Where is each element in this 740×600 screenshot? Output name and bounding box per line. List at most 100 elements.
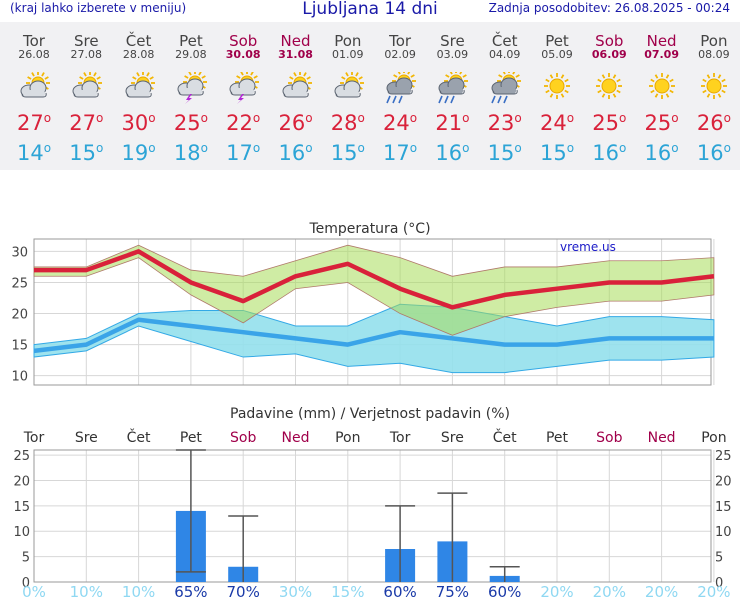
- day-date: 04.09: [488, 48, 521, 61]
- min-temperature: 17o: [226, 141, 261, 165]
- day-name: Pon: [700, 32, 728, 50]
- forecast-day[interactable]: Čet 04.09 23o 15o: [479, 22, 531, 170]
- day-name: Čet: [125, 32, 152, 50]
- day-date: 05.09: [541, 48, 573, 61]
- min-temperature: 16o: [644, 141, 679, 165]
- degree-sign: o: [305, 111, 313, 125]
- degree-sign: o: [200, 141, 208, 155]
- degree-sign: o: [148, 141, 156, 155]
- y-tick-label-right: 10: [715, 525, 732, 540]
- min-temperature: 14o: [16, 141, 52, 165]
- rain-shower-icon: [490, 72, 521, 104]
- precipitation-probability: 15%: [331, 583, 364, 600]
- sunny-icon: [648, 73, 675, 99]
- forecast-day[interactable]: Pet 05.09 24o 15o: [531, 22, 583, 170]
- partly-cloudy-icon: [282, 72, 312, 98]
- max-temperature: 21o: [435, 111, 470, 135]
- forecast-day[interactable]: Pon 08.09 26o 16o: [688, 22, 740, 170]
- page-title: Ljubljana 14 dni: [302, 0, 438, 19]
- min-temperature: 18o: [173, 141, 208, 165]
- forecast-day[interactable]: Sre 03.09 21o 16o: [426, 22, 478, 170]
- degree-sign: o: [671, 111, 679, 125]
- x-tick-label: Pet: [546, 430, 569, 446]
- degree-sign: o: [462, 141, 470, 155]
- forecast-day[interactable]: Pon 01.09 28o 15o: [322, 22, 374, 170]
- max-temperature: 26o: [696, 111, 731, 135]
- y-tick-label: 30: [11, 245, 28, 260]
- forecast-day[interactable]: Sob 30.08 22o 17o: [217, 22, 269, 170]
- forecast-day[interactable]: Sre 27.08 27o 15o: [60, 22, 112, 170]
- watermark: vreme.us: [560, 240, 616, 254]
- y-tick-label-right: 25: [715, 449, 732, 464]
- forecast-day[interactable]: Ned 07.09 25o 16o: [636, 22, 688, 170]
- min-temperature: 16o: [278, 141, 313, 165]
- max-temperature: 25o: [592, 111, 627, 135]
- precipitation-probability: 60%: [383, 583, 416, 600]
- day-name: Ned: [280, 32, 311, 50]
- precipitation-chart-title: Padavine (mm) / Verjetnost padavin (%): [230, 406, 510, 422]
- min-temperature: 15o: [539, 141, 575, 165]
- degree-sign: o: [723, 111, 731, 125]
- forecast-day[interactable]: Tor 26.08 27o 14o: [8, 22, 60, 170]
- max-temperature: 24o: [383, 111, 418, 135]
- day-date: 27.08: [70, 48, 103, 61]
- degree-sign: o: [671, 141, 679, 155]
- precipitation-probability: 75%: [436, 583, 469, 600]
- precipitation-probability: 20%: [593, 583, 626, 600]
- x-tick-label: Sre: [75, 430, 98, 446]
- min-temperature: 15o: [330, 141, 365, 165]
- day-date: 07.09: [644, 48, 679, 61]
- degree-sign: o: [95, 111, 104, 125]
- y-tick-label: 25: [11, 276, 28, 291]
- min-temperature-line: [33, 317, 714, 354]
- max-temperature-range-band: [33, 244, 715, 336]
- precipitation-probability: 70%: [227, 583, 260, 600]
- partly-cloudy-icon: [72, 72, 103, 98]
- last-update: Zadnja posodobitev: 26.08.2025 - 00:24: [488, 1, 730, 15]
- day-date: 30.08: [225, 48, 261, 61]
- plot-frame: [33, 238, 712, 386]
- temperature-chart: Temperatura (°C) 10 15 20 25 30 vreme.us: [11, 221, 715, 386]
- y-tick-label: 20: [13, 474, 30, 489]
- day-name: Tor: [23, 32, 45, 50]
- partly-cloudy-icon: [20, 72, 50, 98]
- sunny-icon: [544, 73, 570, 99]
- degree-sign: o: [43, 141, 52, 155]
- y-tick-label: 15: [13, 500, 30, 515]
- forecast-day[interactable]: Čet 28.08 30o 19o: [113, 22, 165, 170]
- min-temperature: 19o: [121, 141, 156, 165]
- min-temperature: 16o: [592, 141, 627, 165]
- x-tick-label: Tor: [389, 430, 411, 446]
- y-tick-label: 10: [13, 525, 30, 540]
- degree-sign: o: [409, 111, 418, 125]
- day-name: Sob: [595, 32, 624, 50]
- degree-sign: o: [357, 111, 365, 125]
- x-tick-label: Pon: [335, 430, 360, 446]
- y-tick-label: 25: [13, 449, 30, 464]
- day-name: Pet: [545, 32, 569, 50]
- day-date: 06.09: [591, 48, 627, 61]
- day-date: 01.09: [332, 48, 364, 61]
- location-menu-hint[interactable]: (kraj lahko izberete v meniju): [10, 1, 187, 15]
- precipitation-chart: Padavine (mm) / Verjetnost padavin (%) To…: [13, 406, 732, 600]
- y-tick-label: 20: [11, 308, 28, 323]
- day-name: Ned: [646, 32, 677, 50]
- forecast-day[interactable]: Tor 02.09 24o 17o: [374, 22, 426, 170]
- temperature-chart-title: Temperatura (°C): [308, 221, 430, 237]
- min-temperature: 16o: [435, 141, 470, 165]
- sunny-icon: [700, 73, 727, 99]
- forecast-day[interactable]: Sob 06.09 25o 16o: [583, 22, 635, 170]
- precipitation-probability: 20%: [540, 583, 573, 600]
- degree-sign: o: [618, 141, 627, 155]
- day-name: Sre: [440, 32, 465, 50]
- thunderstorm-icon: [229, 72, 260, 104]
- y-tick-label-right: 0: [715, 576, 723, 591]
- precipitation-probability: 20%: [697, 583, 730, 600]
- degree-sign: o: [43, 111, 52, 125]
- forecast-day[interactable]: Ned 31.08 26o 16o: [270, 22, 322, 170]
- x-tick-label: Ned: [648, 430, 676, 446]
- max-temperature-line: [34, 249, 715, 310]
- x-tick-label: Čet: [127, 428, 151, 446]
- forecast-day[interactable]: Pet 29.08 25o 18o: [165, 22, 217, 170]
- min-temperature: 15o: [487, 141, 522, 165]
